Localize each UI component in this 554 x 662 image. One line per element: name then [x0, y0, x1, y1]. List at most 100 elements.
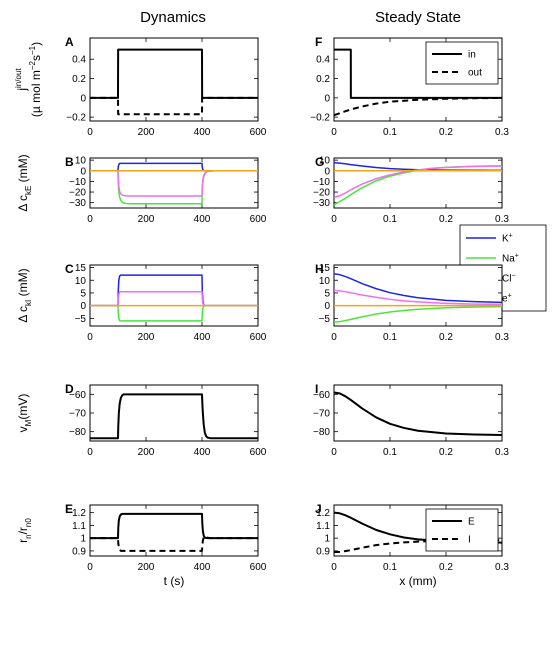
series-group-D [90, 393, 258, 440]
legend-J: EI [425, 508, 499, 552]
series-group-B [90, 162, 258, 205]
legend-label-C: K+ [502, 233, 513, 245]
x-tick-label-C: 600 [250, 332, 267, 343]
series-group-A [90, 48, 258, 116]
plot-area-I [333, 384, 503, 442]
series-line-H-1 [334, 305, 502, 323]
y-tick-label-A: 0.2 [72, 74, 86, 85]
y-tick-label-E: 1.1 [72, 521, 86, 532]
x-tick-label-A: 0 [87, 127, 93, 138]
series-line-H-2 [334, 289, 502, 306]
panel-letter-A: A [65, 35, 74, 49]
x-tick-label-D: 600 [250, 447, 267, 458]
y-tick-label-B: 10 [75, 156, 87, 167]
legend-label-C: e+ [502, 293, 512, 305]
y-tick-label-G: −30 [313, 198, 330, 209]
panel-letter-D: D [65, 382, 74, 396]
y-tick-label-F: 0 [324, 93, 330, 104]
x-tick-label-H: 0.1 [383, 332, 397, 343]
y-tick-label-B: −10 [69, 177, 86, 188]
panel-letter-J: J [315, 502, 322, 516]
y-tick-label-C: 0 [80, 301, 86, 312]
panel-letter-E: E [65, 502, 73, 516]
panel-I: 0 0.1 0.2 0.3 −80 −70 −60I [313, 382, 509, 458]
y-tick-label-H: −5 [319, 314, 331, 325]
x-tick-label-C: 0 [87, 332, 93, 343]
y-tick-label-E: 0.9 [72, 546, 86, 557]
y-tick-label-G: 0 [324, 166, 330, 177]
y-tick-label-B: −30 [69, 198, 86, 209]
y-tick-label-D: −60 [69, 390, 86, 401]
series-group-F [334, 48, 502, 117]
y-tick-label-J: 1.2 [316, 508, 330, 519]
x-tick-label-F: 0.3 [495, 127, 509, 138]
y-tick-label-A: −0.2 [66, 113, 86, 124]
legend-label-J: I [468, 535, 471, 546]
y-tick-label-J: 0.9 [316, 546, 330, 557]
y-tick-label-I: −80 [313, 427, 330, 438]
panel-letter-B: B [65, 155, 74, 169]
legend-label-J: E [468, 517, 475, 528]
y-tick-label-B: −20 [69, 188, 86, 199]
plot-area-B [89, 157, 259, 209]
y-tick-label-E: 1 [80, 534, 86, 545]
x-tick-label-B: 200 [138, 214, 155, 225]
x-tick-label-F: 0.2 [439, 127, 453, 138]
x-tick-label-B: 600 [250, 214, 267, 225]
x-tick-label-A: 400 [194, 127, 211, 138]
y-tick-label-C: −5 [75, 314, 87, 325]
y-axis-label-C: Δ ckI (mM) [16, 268, 33, 322]
x-tick-label-I: 0.3 [495, 447, 509, 458]
series-line-I-0 [334, 391, 502, 437]
legend-label-C: Na+ [502, 253, 519, 265]
y-tick-label-G: −10 [313, 177, 330, 188]
y-tick-label-C: 15 [75, 263, 87, 274]
x-tick-label-F: 0.1 [383, 127, 397, 138]
series-group-G [334, 162, 502, 206]
x-tick-label-C: 200 [138, 332, 155, 343]
x-tick-label-J: 0.1 [383, 562, 397, 573]
series-group-C [90, 274, 258, 322]
x-tick-label-G: 0.1 [383, 214, 397, 225]
y-axis-label-B: Δ ckE (mM) [16, 154, 33, 211]
x-tick-label-A: 200 [138, 127, 155, 138]
y-axis-label-D: vM(mV) [16, 394, 33, 433]
y-tick-label-H: 10 [319, 276, 331, 287]
x-tick-label-E: 0 [87, 562, 93, 573]
series-line-H-0 [334, 273, 502, 304]
x-tick-label-G: 0 [331, 214, 337, 225]
series-line-F-1 [334, 96, 502, 117]
legend-box-J [425, 508, 499, 552]
column-title-dynamics: Dynamics [140, 9, 206, 26]
x-tick-label-I: 0.2 [439, 447, 453, 458]
legend-F: in out [425, 41, 499, 85]
series-line-G-2 [334, 165, 502, 199]
x-tick-label-B: 0 [87, 214, 93, 225]
y-tick-label-C: 5 [80, 288, 86, 299]
y-tick-label-D: −80 [69, 427, 86, 438]
x-tick-label-E: 400 [194, 562, 211, 573]
x-tick-label-J: 0 [331, 562, 337, 573]
y-axis-label-A: (µ mol m−2s−1) [28, 42, 43, 117]
x-tick-label-G: 0.2 [439, 214, 453, 225]
y-tick-label-J: 1.1 [316, 521, 330, 532]
y-tick-label-F: −0.2 [310, 113, 330, 124]
series-line-J-1 [334, 539, 502, 554]
x-tick-label-B: 400 [194, 214, 211, 225]
panel-letter-G: G [315, 155, 324, 169]
y-tick-label-H: 5 [324, 288, 330, 299]
y-tick-label-G: −20 [313, 188, 330, 199]
x-tick-label-H: 0 [331, 332, 337, 343]
panel-letter-C: C [65, 262, 74, 276]
y-tick-label-C: 10 [75, 276, 87, 287]
x-tick-label-E: 600 [250, 562, 267, 573]
series-line-E-0 [90, 512, 258, 540]
x-tick-label-D: 0 [87, 447, 93, 458]
plot-area-E [89, 504, 259, 557]
